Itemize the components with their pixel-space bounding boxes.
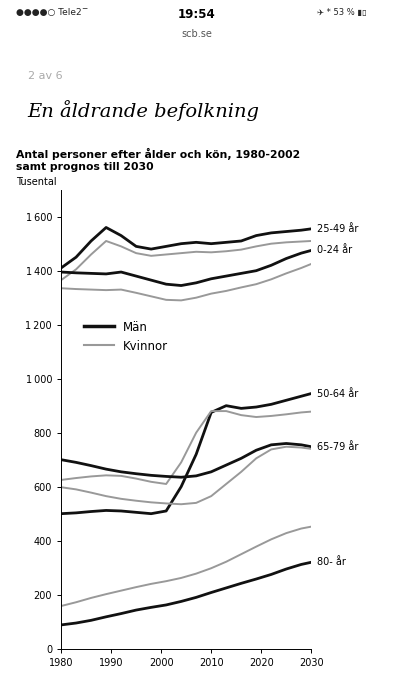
Text: scb.se: scb.se	[182, 29, 212, 38]
Text: 80- år: 80- år	[317, 557, 346, 567]
Text: 2 av 6: 2 av 6	[28, 71, 62, 81]
Text: ●●●●○ Tele2  ̅: ●●●●○ Tele2 ̅	[16, 8, 87, 17]
Text: 65-79 år: 65-79 år	[317, 442, 358, 452]
Text: Tusental: Tusental	[16, 176, 56, 187]
Text: ✈ * 53 % ▮▯: ✈ * 53 % ▮▯	[317, 8, 366, 17]
Text: 19:54: 19:54	[178, 8, 216, 21]
Legend: Män, Kvinnor: Män, Kvinnor	[80, 316, 173, 357]
Text: 0-24 år: 0-24 år	[317, 246, 352, 256]
Text: En åldrande befolkning: En åldrande befolkning	[28, 99, 260, 120]
Text: 50-64 år: 50-64 år	[317, 389, 358, 398]
Text: 25-49 år: 25-49 år	[317, 224, 358, 234]
Text: samt prognos till 2030: samt prognos till 2030	[16, 162, 153, 172]
Text: Antal personer efter ålder och kön, 1980-2002: Antal personer efter ålder och kön, 1980…	[16, 148, 300, 160]
